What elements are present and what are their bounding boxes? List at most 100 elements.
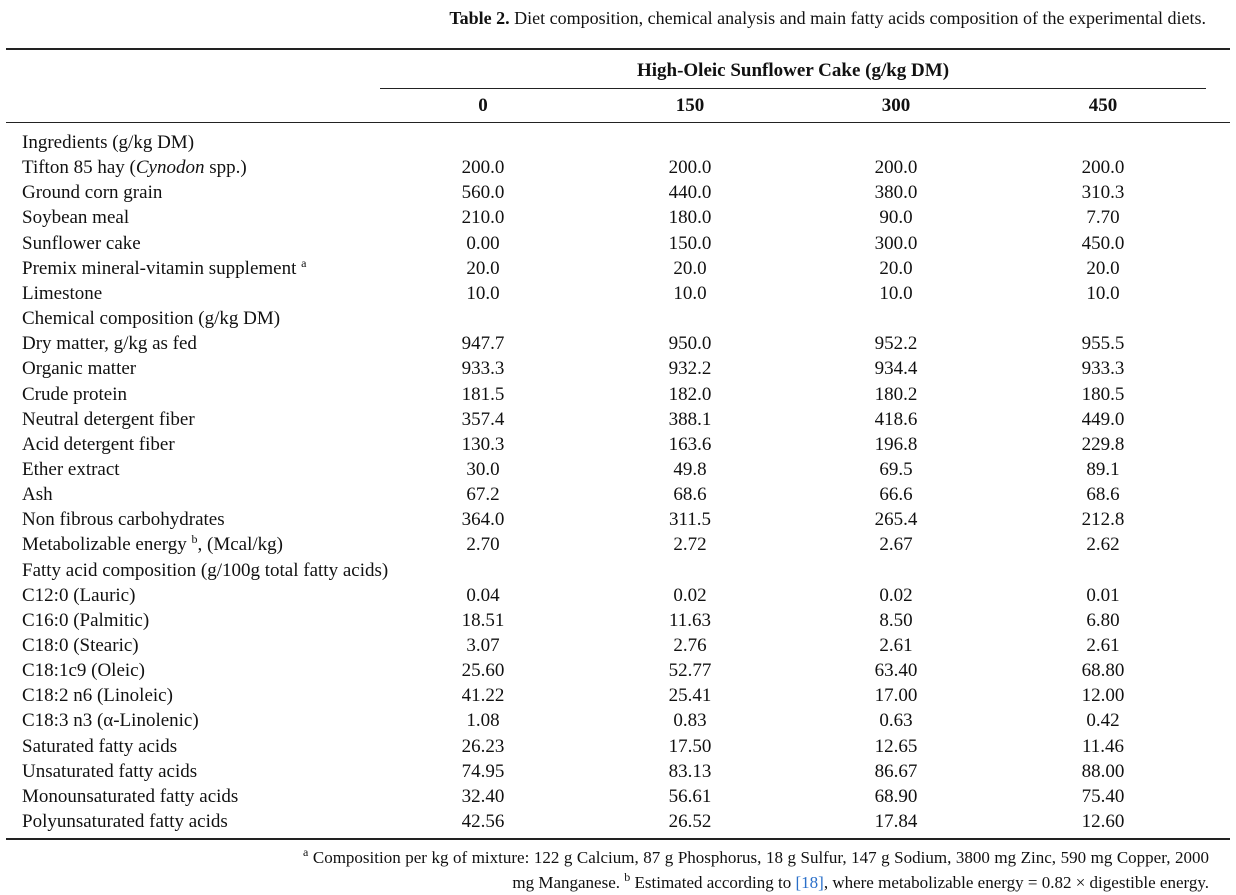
cell-value: 0.01 [1086, 584, 1120, 606]
text-run: Crude protein [22, 383, 128, 405]
text-run: C16:0 (Palmitic) [22, 609, 150, 631]
cell-value: 182.0 [668, 383, 712, 405]
text-run: Sunflower cake [22, 232, 141, 254]
text-run: Dry matter, g/kg as fed [22, 333, 197, 355]
cell-value: 68.90 [874, 785, 918, 807]
cell-value: 17.84 [874, 811, 918, 833]
cell-value: 952.2 [874, 333, 918, 355]
cell-value: 10.0 [673, 282, 707, 304]
cell-value: 90.0 [879, 207, 913, 229]
cell-value: 0.02 [879, 584, 913, 606]
text-run: Ground corn grain [22, 182, 163, 204]
column-header: 450 [1088, 95, 1118, 116]
cell-value: 196.8 [874, 433, 918, 455]
cell-value: 2.76 [673, 635, 707, 656]
text-run: Cynodon [135, 157, 205, 179]
text-run: Organic matter [22, 358, 137, 380]
cell-value: 1.08 [466, 710, 500, 732]
cell-value: 229.8 [1081, 433, 1125, 455]
row-label: Soybean meal [22, 205, 129, 230]
text-run: Fatty acid composition (g/100g total fat… [22, 559, 389, 581]
row-label: Monounsaturated fatty acids [22, 784, 238, 809]
citation-link[interactable]: [18] [795, 873, 824, 892]
cell-value: 200.0 [1081, 157, 1125, 179]
row-label: Dry matter, g/kg as fed [22, 331, 197, 356]
text-run: Chemical composition (g/kg DM) [22, 308, 281, 330]
cell-value: 86.67 [874, 760, 918, 782]
cell-value: 150.0 [668, 232, 712, 254]
column-group-header: High-Oleic Sunflower Cake (g/kg DM) [636, 60, 950, 81]
cell-value: 180.0 [668, 207, 712, 229]
text-run: Composition per kg of mixture: 122 g Cal… [308, 848, 1209, 892]
cell-value: 20.0 [466, 257, 500, 279]
cell-value: 6.80 [1086, 609, 1120, 631]
text-run: b [624, 870, 631, 884]
cell-value: 25.41 [668, 685, 712, 707]
cell-value: 265.4 [874, 509, 918, 531]
row-label: Tifton 85 hay (Cynodon spp.) [22, 155, 247, 180]
header-rule [6, 122, 1230, 123]
text-run: Metabolizable energy [22, 534, 192, 556]
row-label: Organic matter [22, 356, 136, 381]
column-header: 0 [478, 95, 488, 116]
cell-value: 933.3 [1081, 358, 1125, 380]
text-run: Neutral detergent fiber [22, 408, 195, 430]
cell-value: 2.70 [466, 534, 500, 556]
row-label: C18:0 (Stearic) [22, 633, 139, 658]
row-label: Sunflower cake [22, 231, 141, 256]
cell-value: 2.72 [673, 534, 707, 556]
text-run: C18:2 n6 (Linoleic) [22, 685, 173, 707]
cell-value: 440.0 [668, 182, 712, 204]
text-run: a [303, 845, 309, 859]
column-header: 300 [881, 95, 911, 116]
row-label: Ground corn grain [22, 180, 162, 205]
cell-value: 311.5 [668, 509, 712, 531]
cell-value: 2.67 [879, 534, 913, 556]
text-run: C18:0 (Stearic) [22, 635, 139, 656]
cell-value: 20.0 [673, 257, 707, 279]
cell-value: 56.61 [668, 785, 712, 807]
cell-value: 69.5 [879, 458, 913, 480]
row-label: Metabolizable energy b, (Mcal/kg) [22, 532, 283, 557]
cell-value: 300.0 [874, 232, 918, 254]
cell-value: 67.2 [466, 484, 500, 506]
text-run: Soybean meal [22, 207, 130, 229]
cell-value: 12.60 [1081, 811, 1125, 833]
section-label: Ingredients (g/kg DM) [22, 130, 194, 155]
text-run: Premix mineral-vitamin supplement [22, 257, 302, 279]
text-run: , (Mcal/kg) [197, 534, 284, 556]
row-label: Neutral detergent fiber [22, 407, 195, 432]
cell-value: 210.0 [461, 207, 505, 229]
cell-value: 0.00 [466, 232, 500, 254]
cell-value: 130.3 [461, 433, 505, 455]
cell-value: 68.6 [673, 484, 707, 506]
text-run: Ash [22, 484, 53, 506]
cell-value: 163.6 [668, 433, 712, 455]
cell-value: 0.02 [673, 584, 707, 606]
row-label: Ash [22, 482, 53, 507]
cell-value: 11.46 [1081, 735, 1125, 757]
text-run: spp.) [204, 157, 247, 179]
row-label: Acid detergent fiber [22, 432, 175, 457]
cell-value: 357.4 [461, 408, 505, 430]
text-run: Monounsaturated fatty acids [22, 785, 239, 807]
text-run: , where metabolizable energy = 0.82 × di… [823, 873, 1209, 892]
cell-value: 212.8 [1081, 509, 1125, 531]
group-rule [380, 88, 1206, 89]
cell-value: 560.0 [461, 182, 505, 204]
cell-value: 200.0 [461, 157, 505, 179]
text-run: C18:1c9 (Oleic) [22, 660, 145, 682]
cell-value: 26.23 [461, 735, 505, 757]
row-label: C18:2 n6 (Linoleic) [22, 683, 173, 708]
cell-value: 88.00 [1081, 760, 1125, 782]
row-label: Premix mineral-vitamin supplement a [22, 256, 306, 281]
cell-value: 449.0 [1081, 408, 1125, 430]
cell-value: 955.5 [1081, 333, 1125, 355]
row-label: Polyunsaturated fatty acids [22, 809, 228, 834]
cell-value: 10.0 [879, 282, 913, 304]
cell-value: 934.4 [874, 358, 918, 380]
cell-value: 20.0 [1086, 257, 1120, 279]
cell-value: 89.1 [1086, 458, 1120, 480]
cell-value: 947.7 [461, 333, 505, 355]
